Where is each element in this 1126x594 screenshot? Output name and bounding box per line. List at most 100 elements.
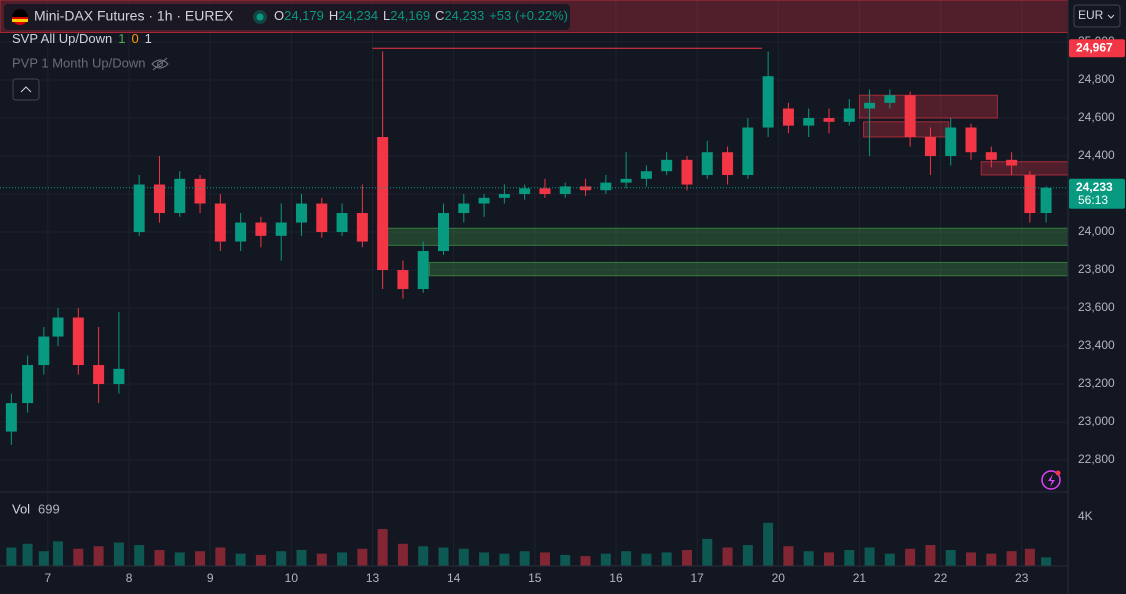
candle-body [417,251,429,290]
y-tick-label: 23,200 [1078,376,1115,390]
chevron-up [20,86,32,93]
y-tick-label: 23,000 [1078,414,1115,428]
candle-body [701,152,713,176]
y-tick-label: 24,600 [1078,110,1115,124]
candle-body [458,203,470,214]
ohlc-value: 24,233 [444,8,484,23]
eye-icon[interactable] [151,57,169,71]
candle-body [1024,175,1036,214]
volume-bar [418,546,429,566]
volume-bar [844,549,855,566]
volume-bar [661,552,672,566]
volume-bar [134,545,145,566]
candle-body [965,127,977,153]
candle-body [113,368,125,385]
symbol[interactable]: Mini-DAX Futures · 1h · EUREX [34,8,234,24]
volume-bar [215,547,226,566]
x-tick-label: 14 [447,571,461,585]
indicator-name: SVP All Up/Down [12,31,112,46]
price-label: 24,233 [1076,180,1113,194]
candle-body [377,137,389,271]
volume-bar [296,549,307,566]
volume-bar [580,556,591,566]
volume-bar [783,546,794,566]
candle-body [214,203,226,242]
candle-body [133,184,145,233]
indicator[interactable]: PVP 1 Month Up/Down [12,55,145,70]
bolt [1048,474,1055,487]
y-tick-label: 23,600 [1078,300,1115,314]
y-tick-label: 23,800 [1078,262,1115,276]
header-bg [4,4,570,30]
currency: EUR [1078,8,1104,22]
ohlc-value: 24,179 [284,8,324,23]
plot [0,47,1068,445]
y-tick-label: 24,000 [1078,224,1115,238]
status-dot [256,13,264,21]
x-tick-label: 20 [772,571,786,585]
volume-bar [966,552,977,566]
volume-bar [377,529,388,566]
candle-body [1040,187,1052,214]
flag-top [12,9,28,17]
indicator-param: 1 [145,31,152,46]
candle-body [478,197,490,204]
candle-body [5,403,17,432]
candle-body [397,270,409,290]
candle-body [336,213,348,233]
candle-body [22,365,34,404]
candle-body [194,178,206,204]
candle-body [782,108,794,126]
collapse-button[interactable] [12,78,40,101]
candle-body [924,137,936,157]
ohlc-value: 24,234 [338,8,378,23]
volume-bar [763,522,774,566]
y-tick-label: 24,800 [1078,72,1115,86]
volume-bar [864,547,875,566]
volume-bar [742,545,753,566]
candle-body [93,365,105,385]
x-tick-label: 9 [207,571,214,585]
zone [980,161,1069,176]
ohlc-key: C [435,8,444,23]
volume-bar [803,551,814,566]
volume-bar [397,543,408,566]
candle-body [438,213,450,252]
price-axis-bg [1068,0,1126,594]
volume-bar [38,551,49,566]
x-tick-label: 22 [934,571,948,585]
x-tick-label: 23 [1015,571,1029,585]
zone [380,227,1069,246]
volume-bar [539,552,550,566]
candle-body [843,108,855,122]
volume-bar [1041,557,1052,566]
candle-body [153,184,165,214]
ohlc: O24,179 H24,234 L24,169 C24,233 +53 (+0.22%) [274,8,568,23]
volume-bar [337,552,348,566]
candle-body [539,188,551,195]
x-tick-label: 16 [609,571,623,585]
volume-tick-label: 4K [1078,509,1093,523]
x-tick-label: 7 [45,571,52,585]
volume-bar [458,548,469,566]
currency-button[interactable] [1073,4,1121,28]
alert-icon[interactable] [1041,470,1061,490]
candle-body [275,222,287,236]
time-axis: 7 8 9 10 13 14 15 16 17 20 21 22 23 [45,571,1029,585]
x-tick-label: 8 [126,571,133,585]
volume-bar [438,547,449,566]
volume-bar [235,553,246,566]
price-label: 24,967 [1076,40,1113,54]
grid [0,0,1068,566]
volume-bar [986,553,997,566]
candle-body [559,186,571,195]
volume-bar [641,553,652,566]
candle-body [356,213,368,242]
indicator[interactable]: SVP All Up/Down 1 0 1 [12,31,152,46]
indicator-param: 0 [131,31,138,46]
volume-bar [499,553,510,566]
x-tick-label: 17 [690,571,704,585]
ohlc-key: H [329,8,338,23]
candle-body [316,203,328,233]
